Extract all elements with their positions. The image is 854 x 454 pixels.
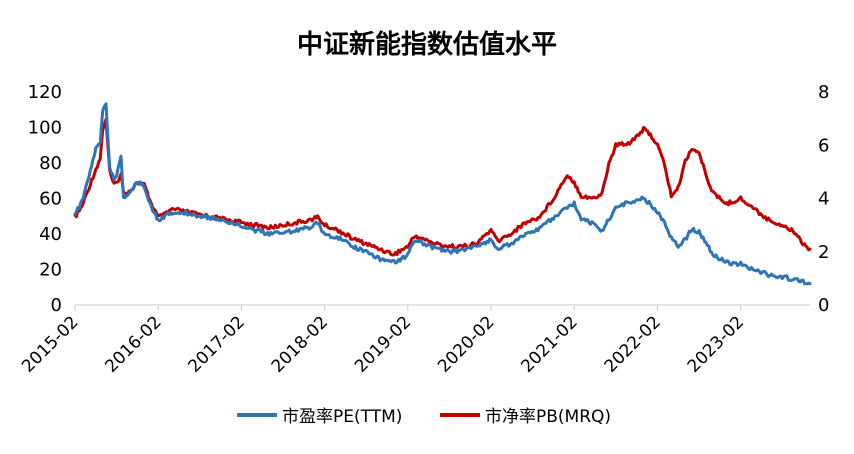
legend-item-pb: 市净率PB(MRQ) xyxy=(440,407,611,427)
left-y-tick-label: 20 xyxy=(39,260,62,281)
series-layer xyxy=(73,102,812,286)
legend-label-pb: 市净率PB(MRQ) xyxy=(485,407,611,427)
left-y-tick-label: 80 xyxy=(39,153,62,174)
left-y-tick-label: 120 xyxy=(28,82,62,103)
legend: 市盈率PE(TTM) 市净率PB(MRQ) xyxy=(237,407,611,427)
left-y-tick-label: 40 xyxy=(39,224,62,245)
series-line-pe xyxy=(73,102,812,286)
left-y-tick-label: 60 xyxy=(39,189,62,210)
x-tick-label: 2017-02 xyxy=(185,312,249,376)
left-y-axis: 0 20 40 60 80 100 120 xyxy=(28,82,62,316)
x-tick-label: 2022-02 xyxy=(601,312,665,376)
right-y-tick-label: 2 xyxy=(818,242,829,263)
right-y-tick-label: 6 xyxy=(818,135,829,156)
x-tick-label: 2020-02 xyxy=(434,312,498,376)
left-y-tick-label: 100 xyxy=(28,118,62,139)
right-y-axis: 0 2 4 6 8 xyxy=(818,82,829,316)
legend-label-pe: 市盈率PE(TTM) xyxy=(282,407,402,427)
legend-item-pe: 市盈率PE(TTM) xyxy=(237,407,402,427)
left-y-tick-label: 0 xyxy=(51,295,62,316)
x-tick-label: 2018-02 xyxy=(268,312,332,376)
x-tick-label: 2015-02 xyxy=(18,312,82,376)
series-line-pb xyxy=(73,117,812,257)
right-y-tick-label: 0 xyxy=(818,295,829,316)
right-y-tick-label: 4 xyxy=(818,189,829,210)
chart-title: 中证新能指数估值水平 xyxy=(297,29,557,60)
x-tick-label: 2021-02 xyxy=(517,312,581,376)
right-y-tick-label: 8 xyxy=(818,82,829,103)
x-tick-label: 2016-02 xyxy=(101,312,165,376)
x-tick-label: 2023-02 xyxy=(684,312,748,376)
x-axis: 2015-02 2016-02 2017-02 2018-02 2019-02 2020-… xyxy=(18,305,748,377)
x-tick-label: 2019-02 xyxy=(351,312,415,376)
